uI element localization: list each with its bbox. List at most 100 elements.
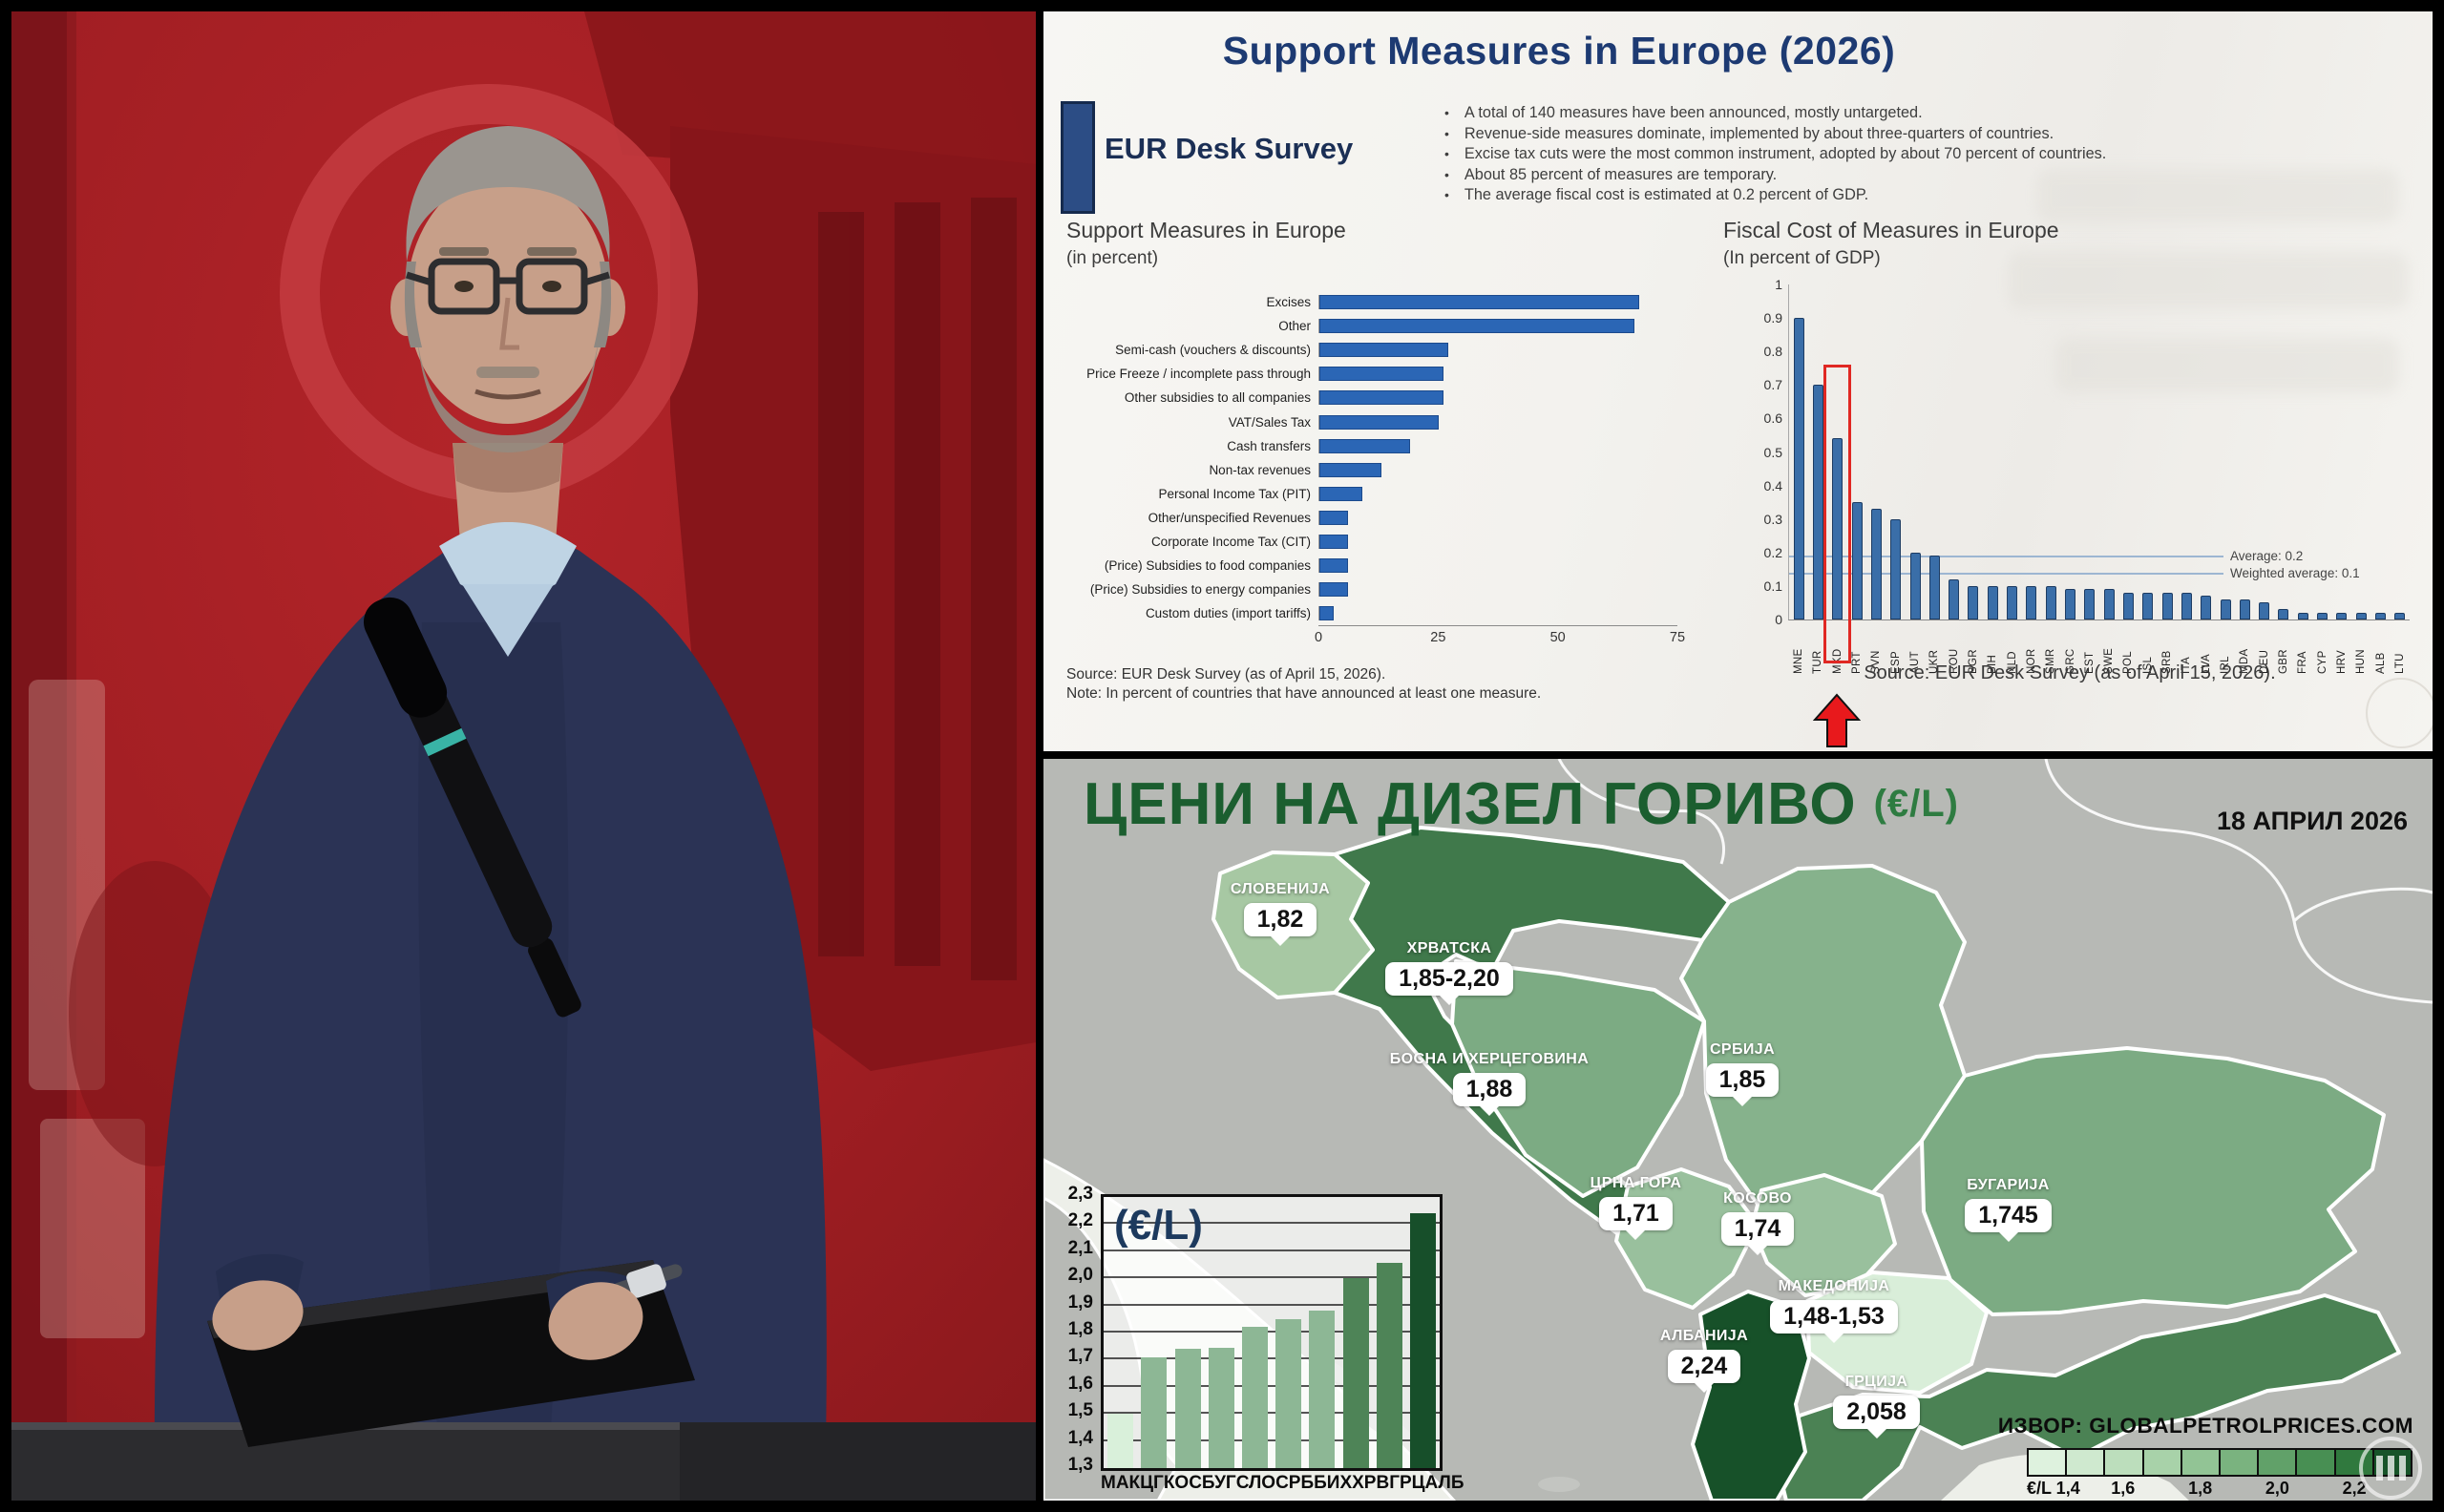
- axis-tick: 2,0: [2265, 1479, 2289, 1498]
- paper-showthrough: [2008, 252, 2409, 309]
- hair: [406, 126, 610, 262]
- neck-shadow: [453, 443, 563, 493]
- price-bubble: 1,745: [1965, 1199, 2052, 1232]
- category-label: СРБ: [1275, 1473, 1315, 1493]
- fiscal-chart-subtitle: (In percent of GDP): [1723, 248, 1881, 268]
- nose: [499, 297, 519, 350]
- y-axis-labels: 2,3 2,2 2,1 2,0 1,9 1,8 1,7 1,6 1,5 1,4 1,3: [1057, 1184, 1095, 1482]
- gridline: [1104, 1249, 1440, 1251]
- reference-label: Weighted average: 0.1: [2230, 565, 2360, 580]
- color-scale-labels: €/L 1,4 1,6 1,8 2,0 2,2: [2027, 1479, 2433, 1501]
- price-value: 1,85: [1718, 1066, 1766, 1093]
- chart-row: Excises: [1066, 290, 1677, 314]
- country-name: СРБИЈА: [1709, 1041, 1776, 1058]
- bar: [1319, 319, 1634, 334]
- bar: [2142, 592, 2154, 620]
- countries: [1211, 826, 2401, 1501]
- category-label: Personal Income Tax (PIT): [1158, 486, 1311, 501]
- axis-tick: 0: [1314, 630, 1323, 646]
- category-label: Other/unspecified Revenues: [1148, 510, 1311, 525]
- bar: [2026, 585, 2037, 620]
- category-label: (Price) Subsidies to food companies: [1104, 558, 1311, 574]
- support-chart-subtitle: (in percent): [1066, 248, 1159, 268]
- bullet-text: The average fiscal cost is estimated at …: [1464, 186, 1869, 203]
- axis-tick: 0.5: [1763, 444, 1782, 460]
- scale-cell: [2105, 1450, 2144, 1475]
- scale-cell: [2029, 1450, 2068, 1475]
- gridline: [1104, 1412, 1440, 1415]
- axis-tick: 2,3: [1067, 1184, 1093, 1204]
- reference-label: Average: 0.2: [2230, 549, 2304, 564]
- bar: [1319, 486, 1362, 501]
- map-label-croatia: ХРВАТСКА 1,85-2,20: [1359, 940, 1540, 996]
- key-findings-list: A total of 140 measures have been announ…: [1444, 103, 2433, 206]
- bar: [1319, 438, 1410, 453]
- map-label-slovenia: СЛОВЕНИЈА 1,82: [1213, 881, 1347, 936]
- bar: [1319, 414, 1439, 430]
- map-date: 18 АПРИЛ 2026: [2216, 807, 2408, 835]
- bullet-item: A total of 140 measures have been announ…: [1444, 103, 2433, 124]
- price-value: 1,82: [1256, 906, 1304, 933]
- chart-row: Custom duties (import tariffs): [1066, 601, 1677, 625]
- bar: [1319, 462, 1381, 477]
- support-chart-source: Source: EUR Desk Survey (as of April 15,…: [1066, 666, 1386, 682]
- support-measures-chart: Excises Other Semi-cash (vouchers & discou…: [1066, 290, 1685, 649]
- bar: [2317, 612, 2328, 620]
- chart-row: Other: [1066, 314, 1677, 338]
- bar: [2355, 612, 2367, 620]
- category-label: Non-tax revenues: [1209, 462, 1311, 477]
- axis-tick: 1,9: [1067, 1292, 1093, 1312]
- bar: [1793, 318, 1804, 620]
- category-label: Semi-cash (vouchers & discounts): [1115, 343, 1311, 358]
- axis-tick: 25: [1430, 630, 1446, 646]
- bar: [1319, 295, 1639, 310]
- axis-tick: 0.8: [1763, 344, 1782, 360]
- gridline: [1104, 1384, 1440, 1387]
- hand-left: [212, 1280, 304, 1351]
- watch: [626, 1264, 666, 1298]
- axis-tick: 0: [1775, 612, 1782, 627]
- axis-tick: 1,4: [1067, 1427, 1093, 1448]
- eur-desk-logo: [1061, 101, 1095, 214]
- axis-tick: 1,6: [2111, 1479, 2136, 1498]
- chart-row: Cash transfers: [1066, 434, 1677, 458]
- country-name: БОСНА И ХЕРЦЕГОВИНА: [1389, 1051, 1590, 1067]
- bar-track: [1318, 367, 1677, 382]
- reference-line: Average: 0.2: [1789, 549, 2303, 563]
- speaker-illustration: [11, 11, 1036, 1501]
- podium-edge: [11, 1422, 1036, 1430]
- chart-row: Non-tax revenues: [1066, 458, 1677, 482]
- paper-showthrough: [2055, 338, 2399, 393]
- axis-tick: 1,6: [1067, 1373, 1093, 1394]
- bar: [1851, 502, 1863, 620]
- price-value: 1,88: [1465, 1076, 1513, 1102]
- bar: [1319, 606, 1334, 621]
- axis-tick: 1,8: [2188, 1479, 2213, 1498]
- map-label-montenegro: ЦРНА ГОРА 1,71: [1567, 1175, 1705, 1230]
- bullet-item: About 85 percent of measures are tempora…: [1444, 165, 2433, 186]
- bar: [1275, 1318, 1302, 1468]
- price-bubble: 1,48-1,53: [1770, 1300, 1898, 1334]
- bar: [1319, 534, 1348, 549]
- price-value: 1,74: [1734, 1215, 1781, 1242]
- bar: [2201, 596, 2212, 620]
- category-label: Other: [1278, 319, 1311, 334]
- axis-tick: 2,1: [1067, 1237, 1093, 1258]
- bar: [1319, 510, 1348, 525]
- map-label-greece: ГРЦИЈА 2,058: [1807, 1374, 1946, 1429]
- category-label: Other subsidies to all companies: [1124, 390, 1311, 406]
- axis-tick: 1: [1775, 277, 1782, 292]
- bullet-item: The average fiscal cost is estimated at …: [1444, 185, 2433, 206]
- map-title: ЦЕНИ НА ДИЗЕЛ ГОРИВО (€/L): [1084, 770, 1959, 838]
- scale-cell: [2181, 1450, 2222, 1475]
- axis-tick: 1,7: [1067, 1346, 1093, 1367]
- bar: [1174, 1349, 1201, 1468]
- category-label: ГРЦ: [1389, 1473, 1425, 1493]
- bullet-text: About 85 percent of measures are tempora…: [1464, 165, 1778, 183]
- axis-tick: 2,0: [1067, 1265, 1093, 1286]
- chart-row: Other/unspecified Revenues: [1066, 506, 1677, 530]
- map-label-albania: АЛБАНИЈА 2,24: [1637, 1328, 1771, 1383]
- diesel-price-chart: (€/L) 2,3 2,2 2,1 2,0 1,9 1,8 1,7 1,6 1,5 1,4 1,3 …: [1057, 1184, 1464, 1501]
- bar: [2239, 598, 2250, 620]
- axis-tick: 0.3: [1763, 511, 1782, 527]
